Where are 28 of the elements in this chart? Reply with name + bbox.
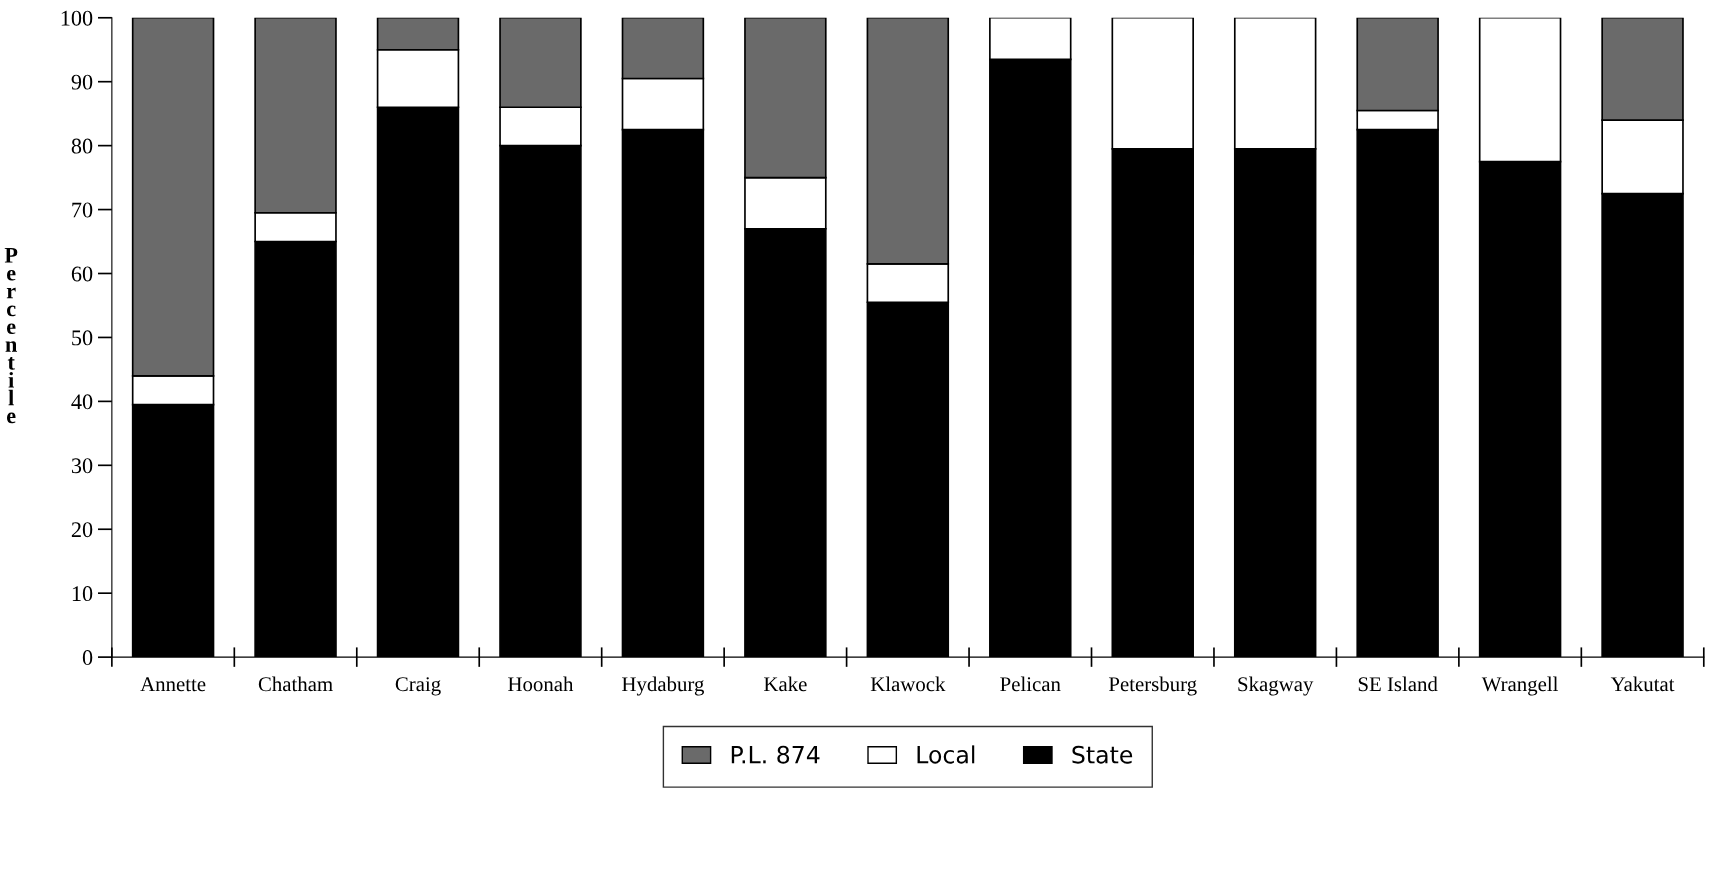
- legend-label: State: [1072, 745, 1133, 764]
- y-tick-label: 30: [71, 458, 93, 474]
- x-tick-label: Klawock: [870, 676, 946, 692]
- x-tick-label: Skagway: [1238, 676, 1314, 696]
- y-tick-label: 90: [71, 74, 93, 90]
- y-tick-label: 100: [61, 10, 93, 26]
- x-tick-label: Wrangell: [1481, 676, 1559, 696]
- x-tick-label: Craig: [395, 677, 441, 696]
- y-tick-label: 80: [71, 138, 93, 154]
- legend-label: Local: [917, 745, 975, 764]
- x-tick-label: Chatham: [258, 676, 333, 692]
- legend-label: P.L. 874: [731, 745, 820, 764]
- y-tick-label: 40: [71, 394, 93, 410]
- x-tick-label: Hydaburg: [622, 676, 704, 696]
- y-tick-label: 70: [72, 202, 93, 218]
- y-tick-label: 0: [82, 650, 93, 666]
- x-tick-label: Annette: [140, 677, 206, 692]
- x-tick-label: SE Island: [1358, 676, 1438, 692]
- y-tick-label: 10: [72, 586, 93, 602]
- x-tick-label: Yakutat: [1610, 676, 1675, 692]
- y-tick-label: 60: [71, 266, 93, 282]
- x-tick-label: Hoonah: [508, 676, 574, 692]
- x-tick-label: Pelican: [1000, 676, 1061, 692]
- x-tick-label: Kake: [763, 676, 807, 692]
- text: Percentile: [4, 247, 18, 424]
- y-tick-label: 50: [72, 330, 93, 346]
- x-tick-label: Petersburg: [1108, 676, 1197, 696]
- y-tick-label: 20: [71, 522, 93, 538]
